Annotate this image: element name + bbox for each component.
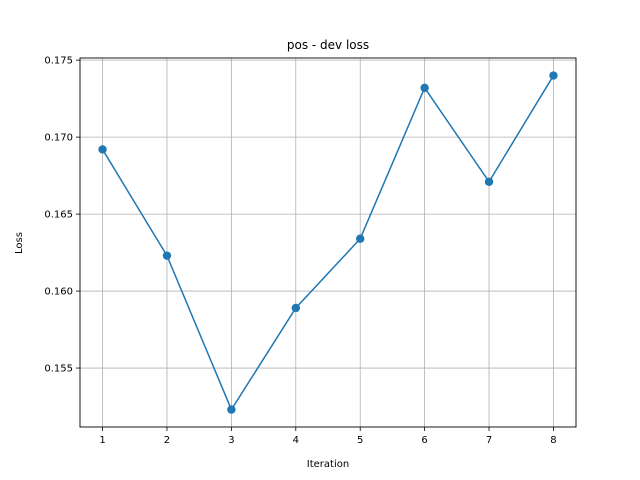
data-point [291, 303, 300, 313]
series-line [101, 75, 555, 412]
plot-frame [79, 57, 577, 428]
y-axis-ticks: 0.155 0.160 0.165 0.170 0.175 [44, 56, 80, 375]
series-group [98, 71, 558, 414]
x-tick-label: 7 [486, 435, 492, 446]
data-point [98, 145, 107, 154]
y-tick-label: 0.155 [44, 364, 73, 375]
y-tick-label: 0.165 [44, 210, 73, 221]
data-point [484, 177, 494, 186]
y-tick-label: 0.170 [44, 133, 73, 144]
y-tick-label: 0.160 [44, 287, 73, 298]
x-axis-ticks: 1 2 3 4 5 6 7 8 [99, 427, 557, 446]
data-point [162, 251, 172, 260]
data-point [549, 71, 558, 80]
x-tick-label: 2 [164, 435, 170, 446]
data-point [227, 405, 236, 414]
x-tick-label: 3 [228, 435, 234, 446]
x-tick-label: 5 [357, 435, 363, 446]
data-point [420, 83, 429, 93]
x-tick-label: 6 [421, 435, 427, 446]
x-tick-label: 8 [550, 435, 556, 446]
x-axis-label: Iteration [307, 459, 349, 470]
x-tick-label: 1 [99, 435, 105, 446]
y-tick-label: 0.175 [44, 56, 73, 67]
chart-title: pos - dev loss [287, 38, 369, 52]
x-tick-label: 4 [293, 435, 299, 446]
data-point [356, 234, 365, 243]
y-axis-label: Loss [14, 232, 25, 254]
